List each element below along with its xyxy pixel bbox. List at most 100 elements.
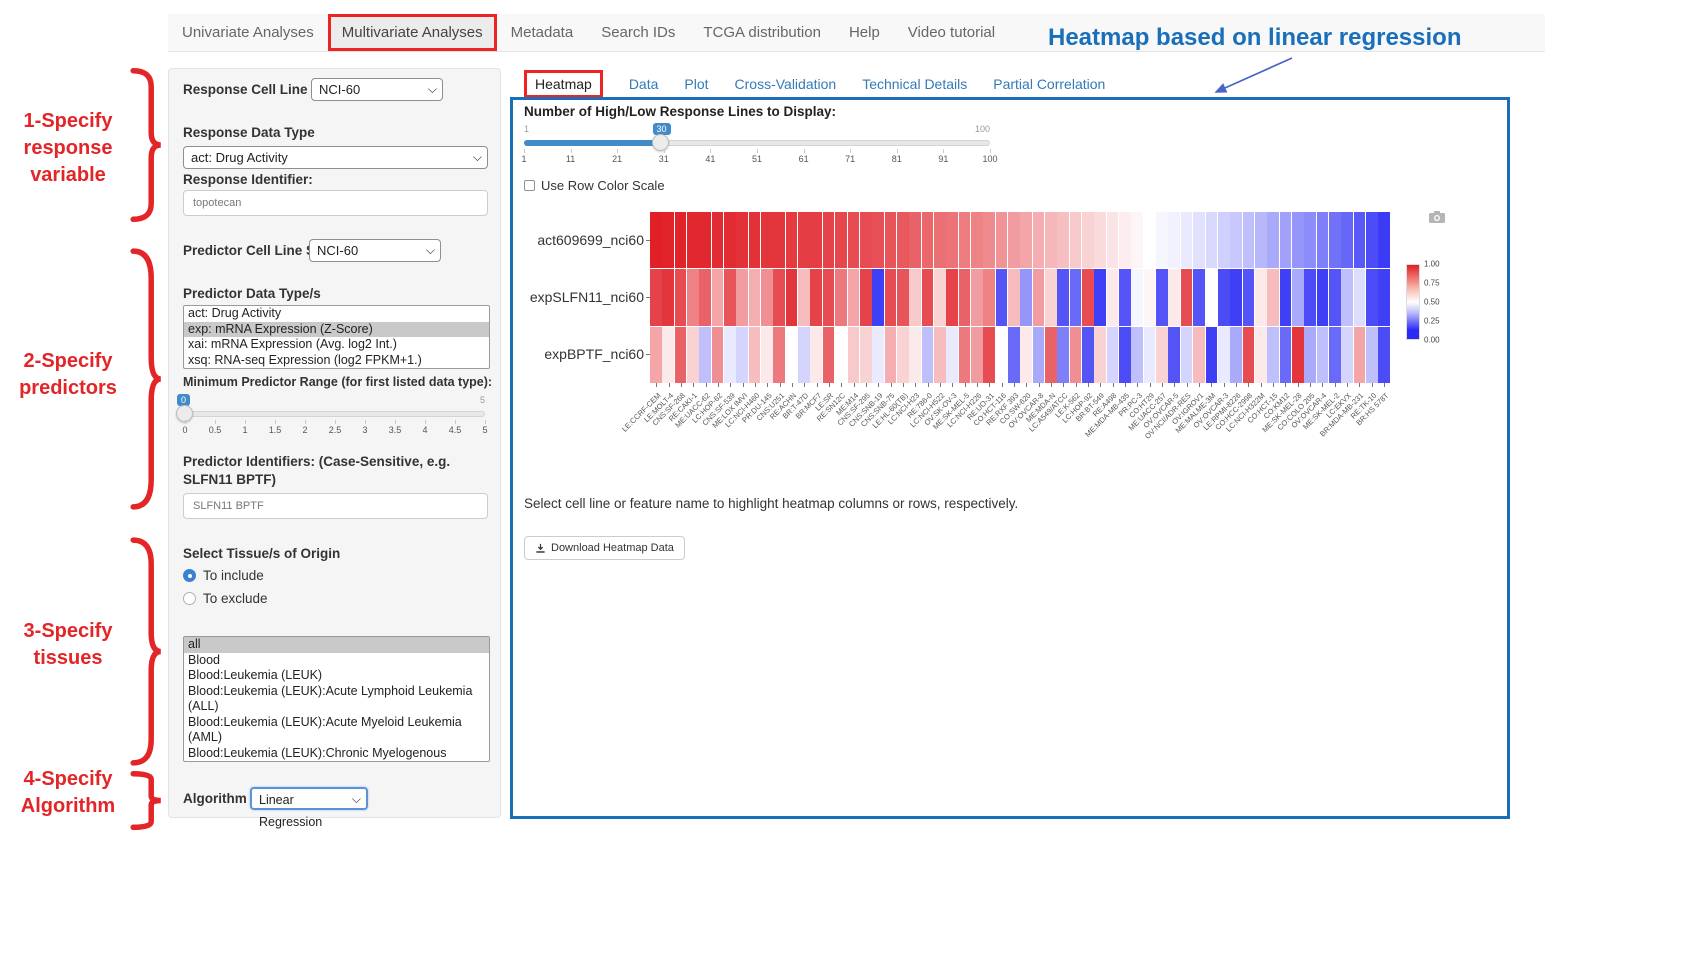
heatmap-cell[interactable] — [1156, 269, 1168, 326]
heatmap-cell[interactable] — [1082, 212, 1094, 269]
heatmap-cell[interactable] — [1032, 269, 1045, 326]
heatmap-cell[interactable] — [1032, 212, 1045, 269]
heatmap-cell[interactable] — [785, 212, 798, 269]
heatmap-row-label[interactable]: expBPTF_nci60 — [544, 346, 644, 362]
heatmap-cell[interactable] — [687, 269, 699, 326]
heatmap-cell[interactable] — [650, 212, 662, 269]
heatmap-cell[interactable] — [847, 212, 860, 269]
heatmap-cell[interactable] — [724, 326, 736, 383]
heatmap-cell[interactable] — [1168, 212, 1181, 269]
heatmap-cell[interactable] — [1353, 269, 1366, 326]
slider-track[interactable] — [185, 411, 485, 417]
heatmap-cell[interactable] — [1020, 212, 1032, 269]
heatmap-cell[interactable] — [884, 212, 897, 269]
heatmap-cell[interactable] — [650, 269, 662, 326]
heatmap-cell[interactable] — [662, 212, 674, 269]
heatmap-cell[interactable] — [724, 212, 736, 269]
heatmap-cell[interactable] — [724, 269, 736, 326]
heatmap-cell[interactable] — [933, 326, 946, 383]
heatmap-cell[interactable] — [921, 269, 934, 326]
heatmap-cell[interactable] — [711, 212, 724, 269]
heatmap-cell[interactable] — [1365, 269, 1378, 326]
heatmap-cell[interactable] — [1291, 269, 1304, 326]
heatmap-cell[interactable] — [1353, 212, 1366, 269]
heatmap-cell[interactable] — [1069, 212, 1082, 269]
heatmap-cell[interactable] — [983, 326, 995, 383]
heatmap-cell[interactable] — [1106, 212, 1119, 269]
heatmap-cell[interactable] — [835, 212, 847, 269]
heatmap-cell[interactable] — [1094, 269, 1107, 326]
heatmap-cell[interactable] — [933, 212, 946, 269]
tab-heatmap[interactable]: Heatmap — [524, 70, 603, 98]
heatmap-row-label[interactable]: act609699_nci60 — [537, 232, 644, 248]
heatmap-cell[interactable] — [859, 212, 872, 269]
heatmap-cell[interactable] — [1168, 326, 1181, 383]
heatmap-cell[interactable] — [674, 269, 687, 326]
heatmap-cell[interactable] — [896, 269, 909, 326]
tissue-include-radio[interactable]: To include — [183, 568, 264, 583]
heatmap-cell[interactable] — [1316, 212, 1329, 269]
download-heatmap-data-button[interactable]: Download Heatmap Data — [524, 536, 685, 560]
heatmap-cell[interactable] — [736, 269, 749, 326]
tab-technical-details[interactable]: Technical Details — [862, 76, 968, 92]
heatmap-cell[interactable] — [1353, 326, 1366, 383]
nav-item-help[interactable]: Help — [848, 24, 880, 41]
heatmap-cell[interactable] — [822, 212, 835, 269]
heatmap-cell[interactable] — [946, 212, 958, 269]
heatmap-cell[interactable] — [1119, 212, 1131, 269]
heatmap-cell[interactable] — [921, 212, 934, 269]
heatmap-cell[interactable] — [1254, 269, 1267, 326]
tissue-exclude-radio[interactable]: To exclude — [183, 591, 268, 606]
heatmap-cell[interactable] — [1180, 269, 1193, 326]
heatmap-cell[interactable] — [798, 326, 810, 383]
heatmap-cell[interactable] — [1365, 326, 1378, 383]
heatmap-cell[interactable] — [1119, 269, 1131, 326]
heatmap-cell[interactable] — [1057, 326, 1070, 383]
heatmap-cell[interactable] — [1254, 212, 1267, 269]
heatmap-cell[interactable] — [1131, 326, 1144, 383]
heatmap-cell[interactable] — [1242, 212, 1255, 269]
heatmap-cell[interactable] — [872, 326, 884, 383]
heatmap-cell[interactable] — [1082, 326, 1094, 383]
heatmap-cell[interactable] — [1378, 212, 1390, 269]
heatmap-cell[interactable] — [674, 212, 687, 269]
heatmap-cell[interactable] — [687, 326, 699, 383]
heatmap-cell[interactable] — [1106, 326, 1119, 383]
heatmap-cell[interactable] — [1082, 269, 1094, 326]
heatmap-cell[interactable] — [921, 326, 934, 383]
heatmap-cell[interactable] — [909, 212, 921, 269]
heatmap-cell[interactable] — [1032, 326, 1045, 383]
heatmap-cell[interactable] — [859, 326, 872, 383]
nav-item-video-tutorial[interactable]: Video tutorial — [907, 24, 996, 41]
heatmap-cell[interactable] — [1365, 212, 1378, 269]
predictor-identifiers-input[interactable]: SLFN11 BPTF — [183, 493, 488, 519]
heatmap-cell[interactable] — [909, 269, 921, 326]
heatmap-cell[interactable] — [773, 326, 786, 383]
heatmap-cell[interactable] — [1341, 326, 1353, 383]
heatmap-cell[interactable] — [822, 269, 835, 326]
nav-item-search-ids[interactable]: Search IDs — [601, 24, 676, 41]
heatmap-cell[interactable] — [983, 269, 995, 326]
heatmap-cell[interactable] — [1131, 212, 1144, 269]
tissue-option[interactable]: Blood:Leukemia (LEUK):Acute Lymphoid Leu… — [188, 683, 473, 714]
heatmap-cell[interactable] — [995, 212, 1008, 269]
heatmap-cell[interactable] — [687, 212, 699, 269]
heatmap-cell[interactable] — [1193, 269, 1205, 326]
heatmap-cell[interactable] — [995, 326, 1008, 383]
predictor-cell-line-set-select[interactable]: NCI-60 ⌵ — [309, 239, 441, 262]
heatmap-cell[interactable] — [1069, 326, 1082, 383]
tissue-listbox[interactable]: all Blood Blood:Leukemia (LEUK) Blood:Leuke… — [183, 636, 490, 762]
heatmap-cell[interactable] — [1143, 212, 1156, 269]
heatmap-cell[interactable] — [1328, 269, 1341, 326]
heatmap-row-label[interactable]: expSLFN11_nci60 — [529, 289, 644, 305]
heatmap-cell[interactable] — [1007, 269, 1020, 326]
heatmap-cell[interactable] — [1242, 326, 1255, 383]
slider-handle[interactable] — [651, 134, 669, 151]
heatmap-cell[interactable] — [872, 212, 884, 269]
heatmap-cell[interactable] — [884, 326, 897, 383]
heatmap-cell[interactable] — [983, 212, 995, 269]
heatmap-cell[interactable] — [1205, 269, 1218, 326]
heatmap-cell[interactable] — [1180, 326, 1193, 383]
response-identifier-input[interactable]: topotecan — [183, 190, 488, 216]
heatmap-cell[interactable] — [933, 269, 946, 326]
